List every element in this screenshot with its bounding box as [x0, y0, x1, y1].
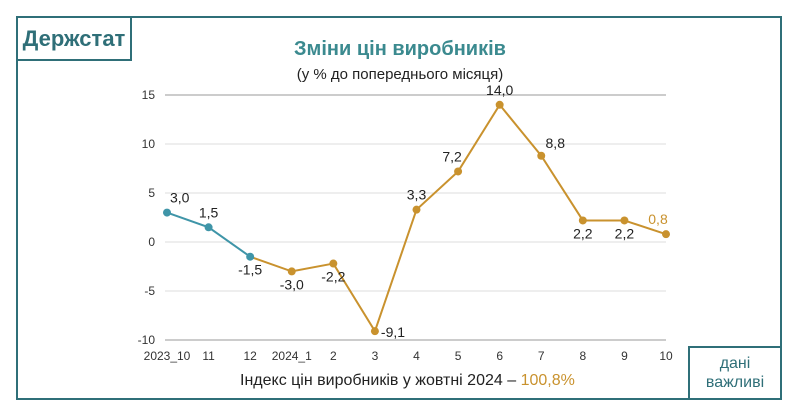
grid: [165, 94, 666, 341]
data-label: 2,2: [573, 225, 593, 241]
y-tick-label: 0: [148, 235, 155, 249]
data-point: [204, 223, 213, 232]
x-tick-label: 5: [455, 349, 462, 363]
data-label: -3,0: [280, 276, 304, 292]
data-label: 3,0: [170, 190, 190, 206]
series-line-2024: [249, 103, 667, 334]
series-lines: [166, 103, 667, 334]
data-label: -2,2: [321, 269, 345, 285]
x-tick-label: 9: [621, 349, 628, 363]
data-point: [537, 151, 546, 160]
data-label: 14,0: [486, 82, 513, 98]
y-tick-label: -10: [138, 333, 156, 347]
data-label: -1,5: [238, 262, 262, 278]
x-tick-label: 8: [579, 349, 586, 363]
data-label: 7,2: [442, 148, 462, 164]
x-tick-label: 11: [202, 349, 215, 363]
data-point: [370, 327, 379, 336]
data-labels: 3,0 1,5 -1,5 -3,0 -2,2 -9,1 3,3 7,2 14,0 8,8 2,2 2,…: [170, 82, 668, 340]
x-tick-label: 2023_10: [144, 349, 191, 363]
chart-subtitle: (у % до попереднього місяця): [296, 66, 504, 83]
footer-value: 100,8%: [520, 372, 575, 389]
y-axis: -10 -5 0 5 10 15: [138, 88, 156, 347]
badge-line-1: дані: [719, 355, 751, 372]
data-point: [662, 230, 670, 239]
y-tick-label: 10: [142, 137, 156, 151]
badge-line-2: важливі: [705, 374, 765, 391]
data-label: 8,8: [546, 135, 566, 151]
x-tick-label: 3: [372, 349, 379, 363]
x-tick-label: 4: [413, 349, 420, 363]
logo: Держстат: [16, 16, 132, 61]
series-points: [163, 100, 670, 336]
x-tick-label: 10: [659, 349, 673, 363]
data-point: [412, 205, 421, 214]
data-point: [495, 100, 504, 109]
data-label: 0,8: [648, 211, 668, 227]
x-axis: 2023_10 11 12 2024_1 2 3 4 5 6 7 8 9 10: [144, 349, 673, 363]
data-point: [620, 216, 629, 225]
chart-title: Зміни цін виробників: [294, 38, 506, 60]
x-tick-label: 6: [496, 349, 503, 363]
y-tick-label: -5: [144, 284, 155, 298]
data-label: -9,1: [381, 324, 405, 340]
x-tick-label: 7: [538, 349, 545, 363]
data-label: 1,5: [199, 204, 219, 220]
data-label: 3,3: [407, 187, 427, 203]
footer-note: Індекс цін виробників у жовтні 2024 – 10…: [240, 372, 575, 390]
y-tick-label: 5: [148, 186, 155, 200]
data-point: [163, 208, 171, 217]
x-tick-label: 12: [243, 349, 257, 363]
chart-frame: [16, 16, 782, 400]
x-tick-label: 2: [330, 349, 337, 363]
x-tick-label: 2024_1: [272, 349, 312, 363]
y-tick-label: 15: [142, 88, 156, 102]
data-label: 2,2: [615, 225, 635, 241]
data-point: [329, 259, 338, 268]
data-point: [578, 216, 587, 225]
data-point: [454, 167, 463, 176]
data-point: [246, 252, 255, 261]
data-point: [287, 267, 296, 276]
important-data-badge: дані важливі: [688, 346, 782, 400]
footer-text: Індекс цін виробників у жовтні 2024 –: [240, 372, 521, 389]
